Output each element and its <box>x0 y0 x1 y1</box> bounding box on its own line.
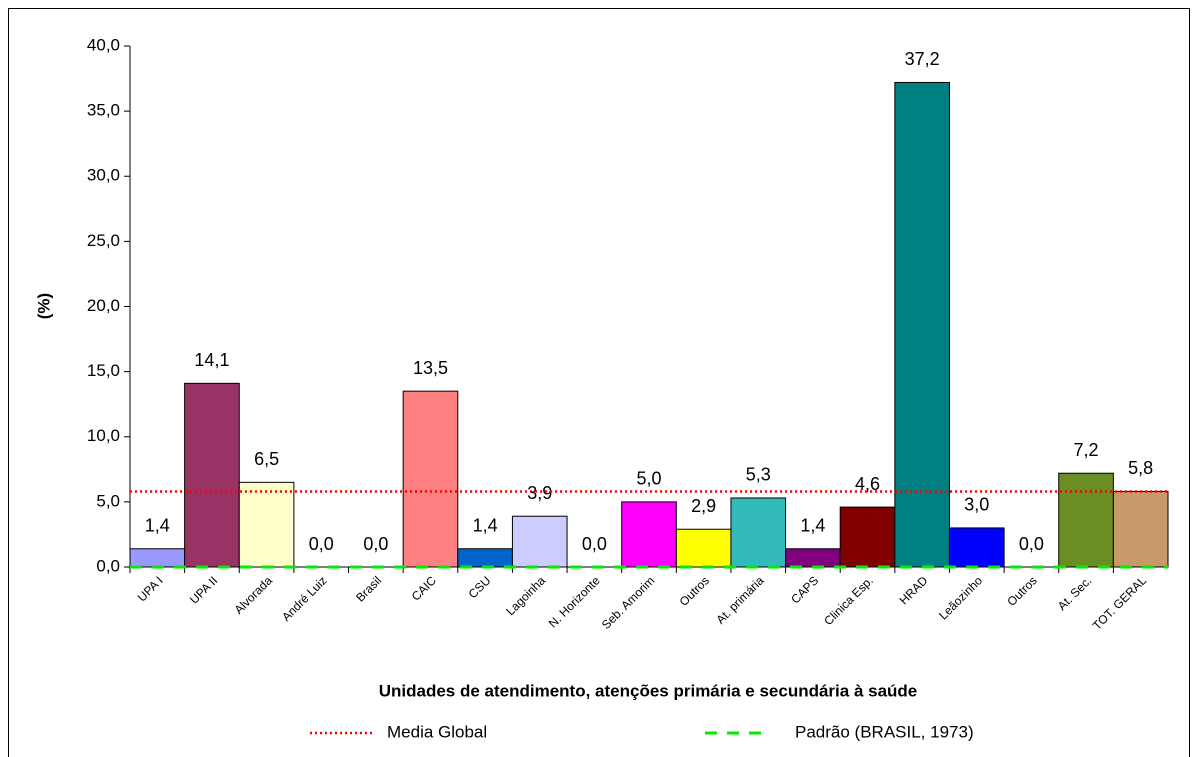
y-tick-label: 0,0 <box>96 556 120 575</box>
bar <box>785 548 841 568</box>
data-label: 37,2 <box>905 49 940 69</box>
x-tick-label: UPA I <box>135 573 166 604</box>
x-tick-label: HRAD <box>897 573 931 607</box>
x-tick-label: Outros <box>1004 573 1039 608</box>
x-tick-label: CSU <box>466 573 494 601</box>
y-tick-label: 10,0 <box>87 426 120 445</box>
x-tick-label: CAPS <box>788 573 821 606</box>
data-label: 1,4 <box>800 516 825 536</box>
data-label: 0,0 <box>582 534 607 554</box>
y-tick-label: 30,0 <box>87 166 120 185</box>
data-label: 5,0 <box>636 469 661 489</box>
x-tick-label: Clinica Esp. <box>821 573 876 628</box>
bar <box>1058 472 1114 568</box>
x-tick-label: UPA II <box>187 573 220 606</box>
data-label: 3,9 <box>527 483 552 503</box>
y-tick-label: 25,0 <box>87 231 120 250</box>
data-label: 0,0 <box>1019 534 1044 554</box>
bar <box>402 390 459 568</box>
y-tick-label: 35,0 <box>87 101 120 120</box>
data-label: 4,6 <box>855 474 880 494</box>
legend-label: Padrão (BRASIL, 1973) <box>795 722 974 741</box>
bar <box>457 548 513 568</box>
data-label: 1,4 <box>145 516 170 536</box>
x-tick-label: Brasil <box>353 573 384 604</box>
chart-frame <box>8 8 1190 757</box>
data-label: 14,1 <box>194 350 229 370</box>
bar <box>839 506 896 568</box>
data-label: 0,0 <box>309 534 334 554</box>
x-tick-label: Lagoinha <box>503 573 548 618</box>
bar <box>675 528 732 568</box>
data-label: 0,0 <box>363 534 388 554</box>
data-label: 5,8 <box>1128 458 1153 478</box>
data-label: 1,4 <box>473 516 498 536</box>
bar <box>730 497 787 568</box>
data-label: 13,5 <box>413 358 448 378</box>
y-tick-label: 15,0 <box>87 361 120 380</box>
bar <box>1112 490 1169 568</box>
data-label: 7,2 <box>1074 440 1099 460</box>
y-axis-title: (%) <box>34 293 53 319</box>
bar <box>238 481 295 568</box>
x-tick-label: At. primária <box>713 573 767 627</box>
bar <box>948 527 1005 568</box>
x-tick-label: Alvorada <box>232 573 276 617</box>
data-label: 3,0 <box>964 495 989 515</box>
data-label: 6,5 <box>254 449 279 469</box>
x-tick-label: CAIC <box>409 573 439 603</box>
x-tick-label: At. Sec. <box>1055 573 1095 613</box>
x-axis-title: Unidades de atendimento, atenções primár… <box>379 681 918 700</box>
x-tick-label: N. Horizonte <box>546 573 603 630</box>
x-tick-label: Seb. Amorim <box>599 573 657 631</box>
bar <box>511 515 568 568</box>
data-label: 5,3 <box>746 465 771 485</box>
x-tick-label: Leãozinho <box>936 573 985 622</box>
bar <box>621 501 677 568</box>
bar <box>184 382 240 568</box>
data-label: 2,9 <box>691 496 716 516</box>
y-tick-label: 5,0 <box>96 491 120 510</box>
bar <box>894 81 950 568</box>
x-tick-label: Outros <box>677 573 712 608</box>
y-tick-label: 40,0 <box>87 35 120 54</box>
legend-label: Media Global <box>387 722 487 741</box>
x-tick-label: TOT. GERAL <box>1090 573 1149 632</box>
bar <box>129 548 186 568</box>
x-tick-label: André Luiz <box>279 573 329 623</box>
y-tick-label: 20,0 <box>87 296 120 315</box>
